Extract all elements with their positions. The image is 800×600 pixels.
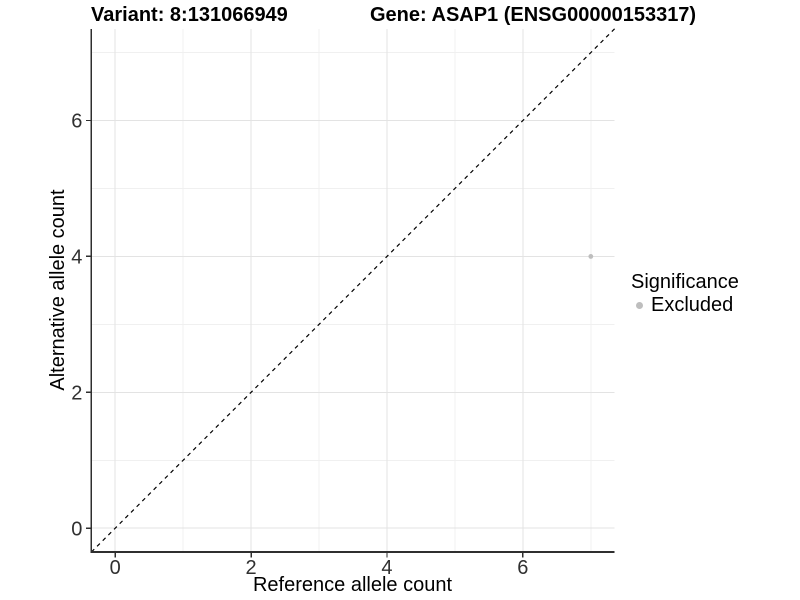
x-tick-label: 4 xyxy=(381,557,392,579)
x-tick-label: 2 xyxy=(246,557,257,579)
x-axis-title: Reference allele count xyxy=(252,574,452,596)
y-axis-title: Alternative allele count xyxy=(47,189,69,391)
y-tick-label: 4 xyxy=(71,247,82,269)
legend-item-label: Excluded xyxy=(651,294,734,316)
legend-item-excluded: Excluded xyxy=(631,295,739,315)
gridlines xyxy=(91,28,615,552)
excluded-point-icon xyxy=(636,301,643,309)
variant-title: Variant: 8:131066949 xyxy=(91,4,288,26)
x-tick-label: 6 xyxy=(517,557,528,579)
axis-lines xyxy=(85,28,615,558)
data-point-excluded xyxy=(588,254,594,259)
identity-dashed-line xyxy=(90,28,616,553)
y-tick-label: 2 xyxy=(71,383,82,405)
gene-title: Gene: ASAP1 (ENSG00000153317) xyxy=(370,4,697,26)
legend-key xyxy=(631,301,648,309)
y-tick-label: 0 xyxy=(71,518,82,540)
x-tick-label: 0 xyxy=(110,557,121,579)
legend-title: Significance xyxy=(631,271,739,293)
legend: Significance Excluded xyxy=(631,272,739,315)
y-tick-label: 6 xyxy=(71,111,82,133)
